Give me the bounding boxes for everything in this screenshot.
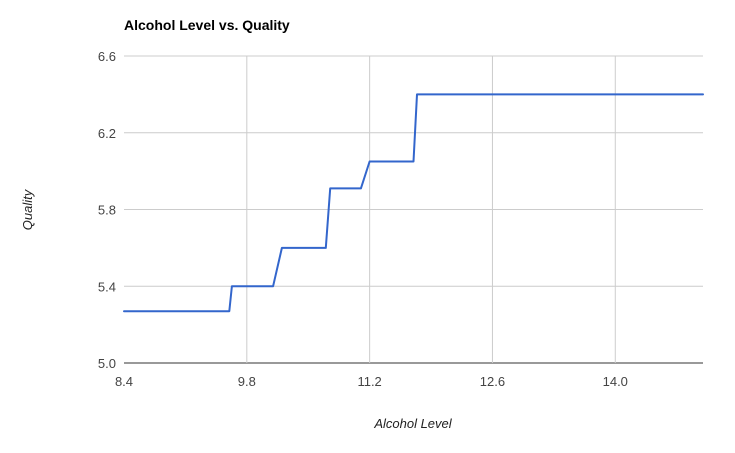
y-tick-labels: 5.0 5.4 5.8 6.2 6.6: [98, 49, 116, 371]
chart-title: Alcohol Level vs. Quality: [124, 17, 290, 33]
series-line: [123, 93, 704, 313]
y-tick-label: 5.8: [98, 203, 116, 218]
x-tick-labels: 8.4 9.8 11.2 12.6 14.0: [115, 374, 628, 389]
y-axis-label: Quality: [20, 188, 35, 230]
x-tick-label: 11.2: [357, 374, 381, 389]
x-tick-label: 14.0: [603, 374, 628, 389]
y-tick-label: 5.4: [98, 279, 116, 294]
x-tick-label: 9.8: [238, 374, 256, 389]
y-tick-label: 5.0: [98, 356, 116, 371]
y-tick-label: 6.6: [98, 49, 116, 64]
series-group: [123, 93, 704, 313]
gridlines: [124, 55, 703, 364]
x-axis-label: Alcohol Level: [373, 416, 452, 431]
x-tick-label: 8.4: [115, 374, 133, 389]
y-tick-label: 6.2: [98, 126, 116, 141]
x-tick-label: 12.6: [480, 374, 505, 389]
